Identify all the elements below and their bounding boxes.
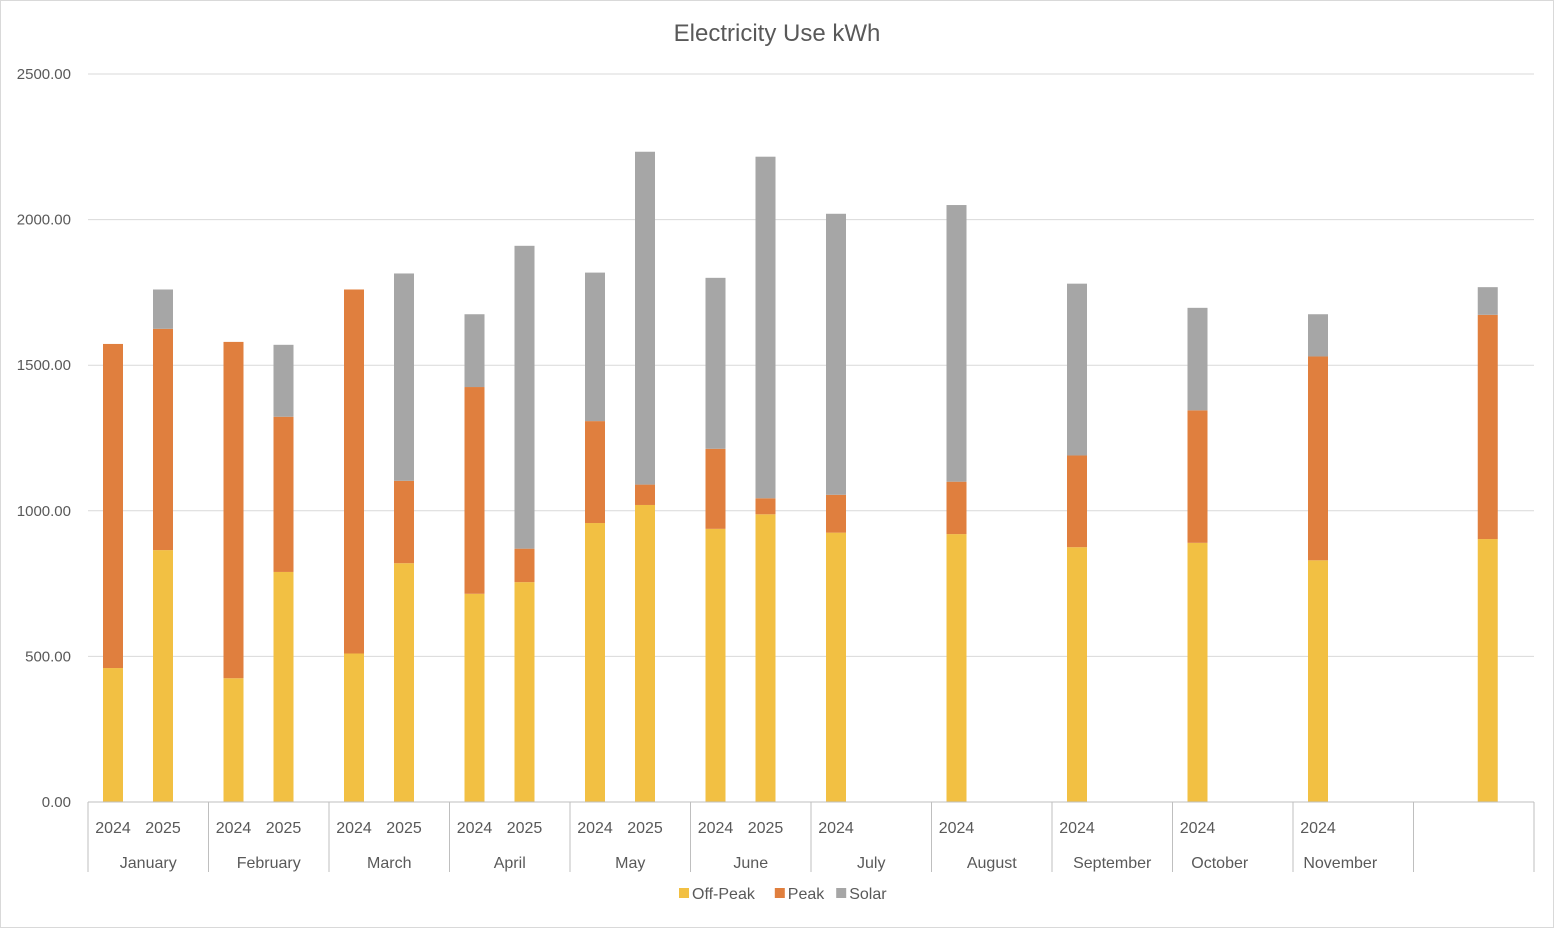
bar-off-peak <box>223 678 244 802</box>
x-year-label: 2024 <box>95 820 131 837</box>
x-year-label: 2024 <box>818 820 854 837</box>
legend-swatch-off-peak <box>679 888 689 898</box>
bar-solar <box>1067 283 1087 456</box>
bar-peak <box>1187 410 1208 543</box>
bar-off-peak <box>826 532 846 802</box>
bar-off-peak <box>585 523 605 802</box>
bar-peak <box>394 480 414 564</box>
bar-peak <box>1477 314 1498 540</box>
x-month-label: October <box>1191 855 1249 872</box>
x-month-label: November <box>1303 855 1377 872</box>
x-year-label: 2024 <box>1180 820 1216 837</box>
bar-off-peak <box>1308 560 1328 802</box>
bar-off-peak <box>273 571 294 802</box>
bar-solar <box>464 314 485 388</box>
bar-peak <box>705 448 726 529</box>
x-year-label: 2024 <box>698 820 734 837</box>
bar-solar <box>273 344 294 417</box>
bar-peak <box>223 341 244 679</box>
bar-solar <box>755 156 776 499</box>
bar-peak <box>1308 356 1328 561</box>
bar-off-peak <box>1067 547 1087 802</box>
x-month-label: April <box>494 855 526 872</box>
bar-solar <box>153 289 173 329</box>
bar-off-peak <box>103 668 123 802</box>
bar-peak <box>464 387 485 594</box>
bar-peak <box>153 328 173 551</box>
x-month-label: February <box>237 855 301 872</box>
x-month-label: September <box>1073 855 1152 872</box>
bar-peak <box>344 289 364 654</box>
legend: Off-Peak Peak Solar <box>679 886 887 903</box>
x-year-label: 2024 <box>1059 820 1095 837</box>
x-year-label: 2024 <box>939 820 975 837</box>
bar-solar <box>394 273 414 481</box>
legend-label: Peak <box>788 886 825 903</box>
bar-solar <box>585 272 605 422</box>
x-year-label: 2025 <box>386 820 422 837</box>
x-month-label: March <box>367 855 411 872</box>
x-axis: 2024 2025 January 2024 2025 February 2024 2025 M… <box>87 801 1535 872</box>
x-year-label: 2025 <box>507 820 543 837</box>
bar-peak <box>514 548 535 583</box>
y-tick-label: 500.00 <box>25 648 71 665</box>
gridlines <box>88 73 1534 657</box>
bar-peak <box>755 498 776 515</box>
x-year-label: 2025 <box>145 820 181 837</box>
x-month-label: January <box>120 855 177 872</box>
bar-peak <box>1067 455 1087 548</box>
bar-off-peak <box>946 534 967 802</box>
legend-swatch-peak <box>774 888 785 898</box>
x-month-label: July <box>857 855 885 872</box>
bar-solar <box>635 151 655 485</box>
bar-solar <box>1308 314 1328 357</box>
bar-peak <box>103 343 123 669</box>
legend-label: Off-Peak <box>692 886 756 903</box>
y-tick-label: 1000.00 <box>17 503 71 520</box>
bar-peak <box>635 484 655 505</box>
bar-solar <box>826 213 846 495</box>
bar-peak <box>826 494 846 533</box>
x-month-label: August <box>967 855 1017 872</box>
bar-solar <box>705 277 726 449</box>
y-axis-tick-labels: 0.00 500.00 1000.00 1500.00 2000.00 2500.00 <box>17 66 71 811</box>
bar-off-peak <box>464 593 485 802</box>
x-year-label: 2024 <box>457 820 493 837</box>
bar-solar <box>946 205 967 482</box>
legend-swatch-solar <box>836 888 847 898</box>
x-year-label: 2025 <box>627 820 663 837</box>
bars <box>103 151 1498 802</box>
bar-peak <box>585 421 605 524</box>
chart-title: Electricity Use kWh <box>674 20 881 47</box>
legend-label: Solar <box>849 886 887 903</box>
bar-solar <box>1187 307 1208 411</box>
bar-off-peak <box>1477 539 1498 802</box>
x-year-label: 2025 <box>266 820 302 837</box>
x-year-label: 2024 <box>1300 820 1336 837</box>
bar-peak <box>273 416 294 572</box>
x-year-label: 2024 <box>336 820 372 837</box>
bar-peak <box>946 481 967 535</box>
bar-off-peak <box>153 550 173 802</box>
x-year-label: 2024 <box>216 820 252 837</box>
bar-off-peak <box>514 582 535 802</box>
bar-solar <box>1477 287 1498 315</box>
x-year-label: 2024 <box>577 820 613 837</box>
y-tick-label: 0.00 <box>42 794 71 811</box>
bar-off-peak <box>344 653 364 802</box>
bar-solar <box>514 245 535 549</box>
x-month-label: May <box>615 855 645 872</box>
x-year-label: 2025 <box>748 820 784 837</box>
bar-off-peak <box>705 528 726 802</box>
y-tick-label: 1500.00 <box>17 357 71 374</box>
bar-off-peak <box>1187 542 1208 802</box>
bar-off-peak <box>755 514 776 802</box>
y-tick-label: 2000.00 <box>17 212 71 229</box>
y-tick-label: 2500.00 <box>17 66 71 83</box>
bar-off-peak <box>635 504 655 802</box>
bar-off-peak <box>394 563 414 802</box>
x-month-label: June <box>733 855 768 872</box>
